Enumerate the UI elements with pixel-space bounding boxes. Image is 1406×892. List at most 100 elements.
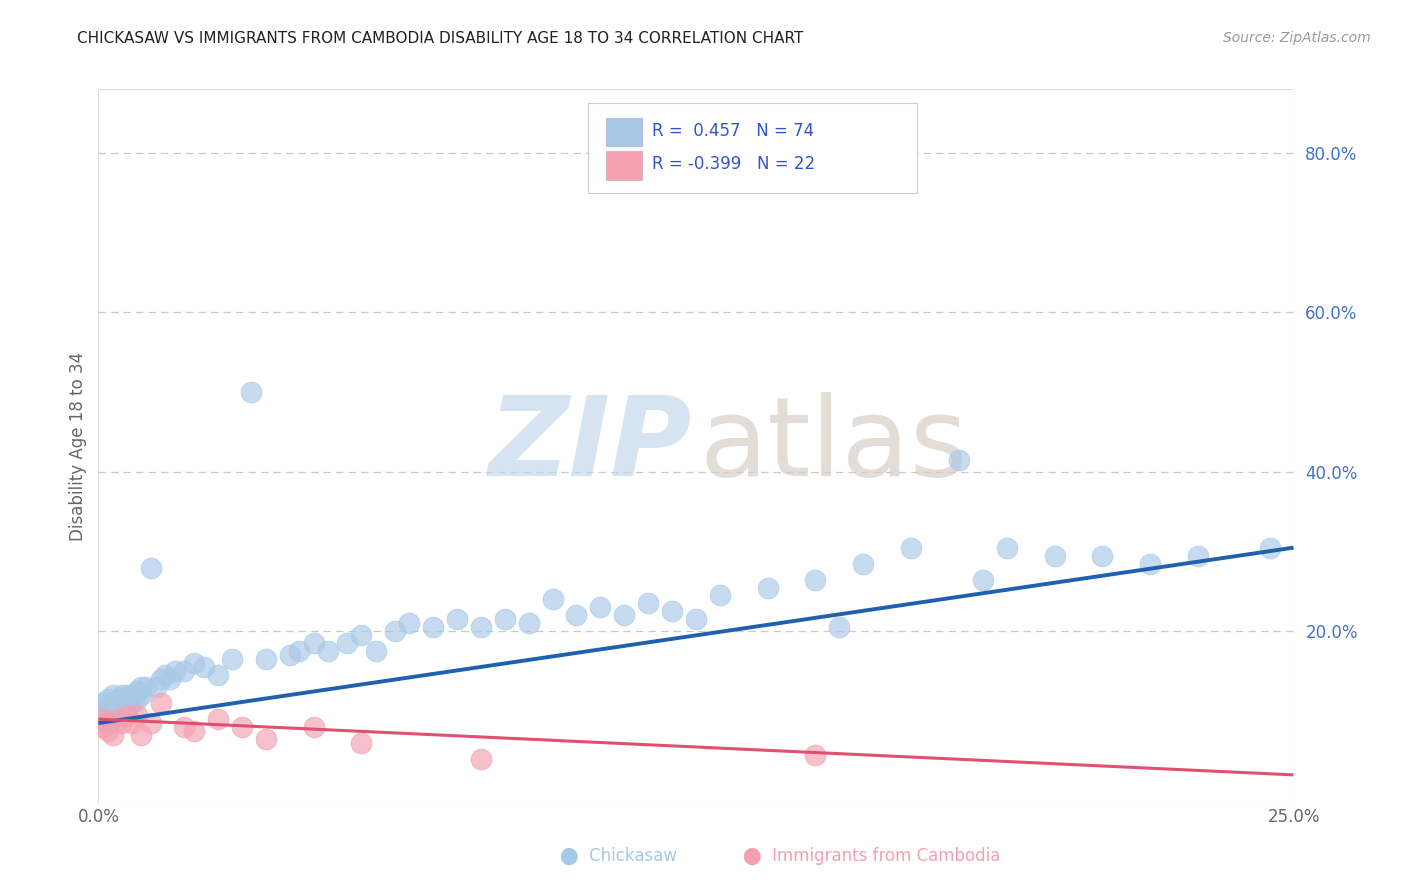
Point bbox=[121, 688, 143, 702]
Point bbox=[149, 672, 172, 686]
Text: Source: ZipAtlas.com: Source: ZipAtlas.com bbox=[1223, 31, 1371, 45]
Point bbox=[221, 652, 243, 666]
Point bbox=[115, 688, 138, 702]
Y-axis label: Disability Age 18 to 34: Disability Age 18 to 34 bbox=[69, 351, 87, 541]
Point bbox=[163, 665, 186, 679]
FancyBboxPatch shape bbox=[606, 118, 643, 146]
Point bbox=[288, 644, 311, 658]
Point bbox=[422, 620, 444, 634]
Point bbox=[637, 597, 659, 611]
Point bbox=[193, 660, 215, 674]
Point bbox=[364, 644, 387, 658]
Point bbox=[517, 616, 540, 631]
Point bbox=[97, 712, 120, 726]
Point bbox=[900, 541, 922, 555]
Point bbox=[111, 716, 134, 731]
Point bbox=[398, 616, 420, 631]
Point bbox=[709, 589, 731, 603]
Point bbox=[613, 608, 636, 623]
Point bbox=[91, 696, 114, 710]
Point bbox=[384, 624, 406, 639]
Point bbox=[350, 628, 373, 642]
Point bbox=[115, 692, 138, 706]
Point bbox=[183, 657, 205, 671]
Point bbox=[107, 692, 129, 706]
Point bbox=[336, 636, 359, 650]
Point bbox=[91, 700, 114, 714]
Point bbox=[173, 720, 195, 734]
Point bbox=[107, 700, 129, 714]
Point bbox=[207, 712, 229, 726]
Point bbox=[101, 696, 124, 710]
Point bbox=[565, 608, 588, 623]
Point bbox=[101, 728, 124, 742]
Point bbox=[125, 684, 148, 698]
Point bbox=[97, 700, 120, 714]
Point bbox=[1043, 549, 1066, 563]
Point bbox=[278, 648, 301, 663]
Point bbox=[316, 644, 339, 658]
Point bbox=[145, 680, 167, 694]
Point bbox=[1091, 549, 1114, 563]
Text: CHICKASAW VS IMMIGRANTS FROM CAMBODIA DISABILITY AGE 18 TO 34 CORRELATION CHART: CHICKASAW VS IMMIGRANTS FROM CAMBODIA DI… bbox=[77, 31, 804, 46]
Text: R = -0.399   N = 22: R = -0.399 N = 22 bbox=[652, 155, 815, 173]
Point bbox=[97, 716, 120, 731]
FancyBboxPatch shape bbox=[606, 152, 643, 180]
Text: ⬤  Immigrants from Cambodia: ⬤ Immigrants from Cambodia bbox=[742, 847, 1001, 865]
Point bbox=[470, 752, 492, 766]
Point bbox=[97, 724, 120, 739]
Point bbox=[446, 612, 468, 626]
Point bbox=[149, 696, 172, 710]
Point bbox=[756, 581, 779, 595]
Point bbox=[125, 692, 148, 706]
Point bbox=[494, 612, 516, 626]
Point bbox=[589, 600, 612, 615]
Point bbox=[541, 592, 564, 607]
Point bbox=[254, 652, 277, 666]
FancyBboxPatch shape bbox=[588, 103, 917, 193]
Point bbox=[1139, 557, 1161, 571]
Point bbox=[115, 700, 138, 714]
Point bbox=[107, 712, 129, 726]
Point bbox=[111, 688, 134, 702]
Point bbox=[101, 688, 124, 702]
Text: ZIP: ZIP bbox=[489, 392, 692, 500]
Point bbox=[91, 712, 114, 726]
Point bbox=[115, 708, 138, 723]
Text: ⬤  Chickasaw: ⬤ Chickasaw bbox=[560, 847, 678, 865]
Point bbox=[995, 541, 1018, 555]
Point bbox=[804, 747, 827, 762]
Point bbox=[828, 620, 851, 634]
Point bbox=[852, 557, 875, 571]
Point bbox=[173, 665, 195, 679]
Point bbox=[135, 680, 157, 694]
Point bbox=[972, 573, 994, 587]
Point bbox=[125, 708, 148, 723]
Point bbox=[350, 736, 373, 750]
Point bbox=[97, 704, 120, 718]
Text: atlas: atlas bbox=[700, 392, 969, 500]
Point bbox=[302, 720, 325, 734]
Point bbox=[1258, 541, 1281, 555]
Point bbox=[121, 716, 143, 731]
Point bbox=[131, 728, 153, 742]
Point bbox=[155, 668, 177, 682]
Point bbox=[804, 573, 827, 587]
Point bbox=[159, 672, 181, 686]
Point bbox=[207, 668, 229, 682]
Point bbox=[131, 680, 153, 694]
Point bbox=[111, 704, 134, 718]
Point bbox=[240, 385, 263, 400]
Point bbox=[231, 720, 253, 734]
Point bbox=[91, 720, 114, 734]
Point bbox=[97, 692, 120, 706]
Point bbox=[183, 724, 205, 739]
Point bbox=[685, 612, 707, 626]
Point bbox=[948, 453, 970, 467]
Point bbox=[1187, 549, 1209, 563]
Point bbox=[107, 708, 129, 723]
Point bbox=[91, 708, 114, 723]
Point bbox=[111, 696, 134, 710]
Point bbox=[101, 704, 124, 718]
Point bbox=[121, 696, 143, 710]
